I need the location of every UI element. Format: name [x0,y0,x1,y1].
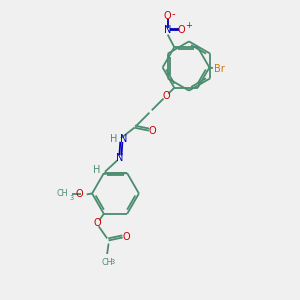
Text: N: N [120,134,128,144]
Text: O: O [178,26,186,35]
Text: O: O [76,189,83,200]
Text: Br: Br [214,64,225,74]
Text: O: O [162,91,170,101]
Text: 3: 3 [69,195,74,201]
Text: O: O [164,11,172,21]
Text: O: O [148,126,156,136]
Text: +: + [185,21,192,30]
Text: N: N [164,26,171,35]
Text: CH: CH [101,258,113,267]
Text: CH: CH [56,189,68,198]
Text: -: - [172,9,175,19]
Text: N: N [116,153,123,163]
Text: 3: 3 [110,260,114,266]
Text: H: H [110,134,117,144]
Text: O: O [123,232,130,242]
Text: H: H [93,165,100,175]
Text: O: O [93,218,101,228]
